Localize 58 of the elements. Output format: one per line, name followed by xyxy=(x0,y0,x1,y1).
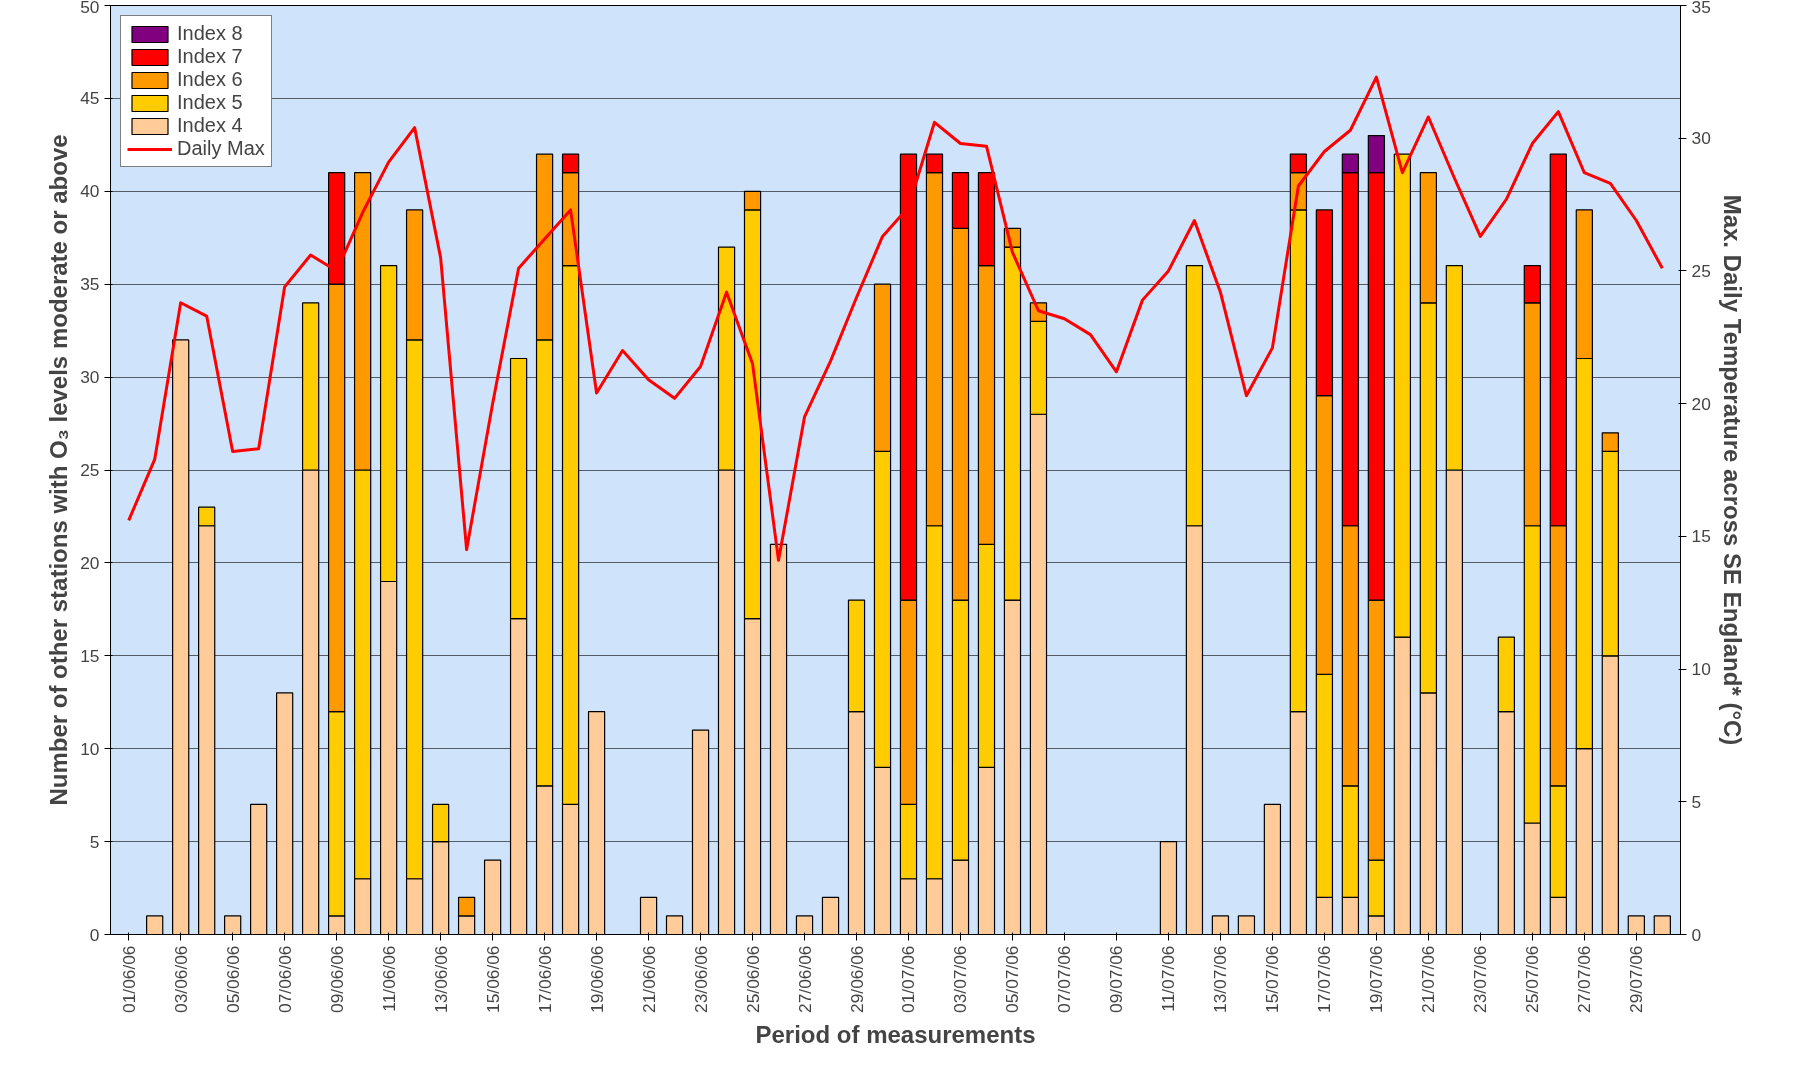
y2-tick-label: 15 xyxy=(1691,526,1711,547)
legend-label: Index 8 xyxy=(177,22,243,45)
x-tick-label: 11/07/06 xyxy=(1158,945,1179,1012)
legend-label: Index 5 xyxy=(177,91,243,114)
x-tick-label: 19/07/06 xyxy=(1366,945,1387,1013)
x-tick-label: 05/07/06 xyxy=(1002,945,1023,1013)
y-tick-label: 20 xyxy=(80,552,100,573)
x-tick-label: 09/07/06 xyxy=(1106,945,1127,1013)
x-tick-label: 27/07/06 xyxy=(1574,945,1595,1013)
y-axis-title: Number of other stations with O₃ levels moderate or above xyxy=(45,134,73,806)
y-tick-label: 0 xyxy=(89,924,100,945)
x-axis-title: Period of measurements xyxy=(755,1020,1036,1048)
y-tick-label: 10 xyxy=(80,738,100,759)
y-tick-label: 35 xyxy=(80,274,100,295)
y2-tick-label: 0 xyxy=(1691,924,1702,945)
y2-tick-label: 20 xyxy=(1691,393,1711,414)
x-tick-label: 27/06/06 xyxy=(794,945,815,1013)
x-tick-label: 05/06/06 xyxy=(222,945,243,1013)
y-tick-label: 45 xyxy=(80,88,100,109)
y-tick-label: 40 xyxy=(80,181,100,202)
x-tick-label: 01/06/06 xyxy=(118,945,139,1013)
x-tick-label: 29/07/06 xyxy=(1626,945,1647,1013)
y2-tick-label: 25 xyxy=(1691,260,1711,281)
y2-tick-label: 35 xyxy=(1691,0,1711,17)
x-tick-label: 25/06/06 xyxy=(742,945,763,1013)
x-tick-label: 03/06/06 xyxy=(170,945,191,1013)
x-tick-label: 21/07/06 xyxy=(1418,945,1439,1013)
y2-tick-label: 30 xyxy=(1691,128,1711,149)
y2-tick-label: 10 xyxy=(1691,659,1711,680)
x-tick-label: 03/07/06 xyxy=(950,945,971,1013)
x-tick-label: 13/06/06 xyxy=(430,945,451,1013)
x-tick-label: 13/07/06 xyxy=(1210,945,1231,1013)
x-tick-label: 09/06/06 xyxy=(326,945,347,1013)
x-tick-label: 15/06/06 xyxy=(482,945,503,1013)
x-tick-label: 17/07/06 xyxy=(1314,945,1335,1013)
x-tick-label: 29/06/06 xyxy=(846,945,867,1013)
x-tick-label: 23/06/06 xyxy=(690,945,711,1013)
legend-label: Daily Max xyxy=(177,137,265,160)
x-tick-label: 19/06/06 xyxy=(586,945,607,1013)
y2-tick-label: 5 xyxy=(1691,791,1702,812)
legend-label: Index 4 xyxy=(177,114,243,137)
x-tick-label: 17/06/06 xyxy=(534,945,555,1013)
x-tick-label: 21/06/06 xyxy=(638,945,659,1013)
x-tick-label: 23/07/06 xyxy=(1470,945,1491,1013)
x-tick-label: 07/06/06 xyxy=(274,945,295,1013)
x-tick-label: 11/06/06 xyxy=(378,945,399,1012)
y-tick-label: 30 xyxy=(80,367,100,388)
x-tick-label: 07/07/06 xyxy=(1054,945,1075,1013)
y-tick-label: 15 xyxy=(80,645,100,666)
x-tick-label: 15/07/06 xyxy=(1262,945,1283,1013)
y-tick-label: 25 xyxy=(80,460,100,480)
legend-label: Index 7 xyxy=(177,45,243,68)
x-tick-label: 01/07/06 xyxy=(898,945,919,1013)
x-tick-label: 25/07/06 xyxy=(1522,945,1543,1013)
legend-label: Index 6 xyxy=(177,68,243,91)
y-tick-label: 50 xyxy=(80,0,100,17)
y2-axis-title: Max. Daily Temperature across SE England* (°C) xyxy=(1718,194,1746,746)
y-tick-label: 5 xyxy=(89,831,100,852)
